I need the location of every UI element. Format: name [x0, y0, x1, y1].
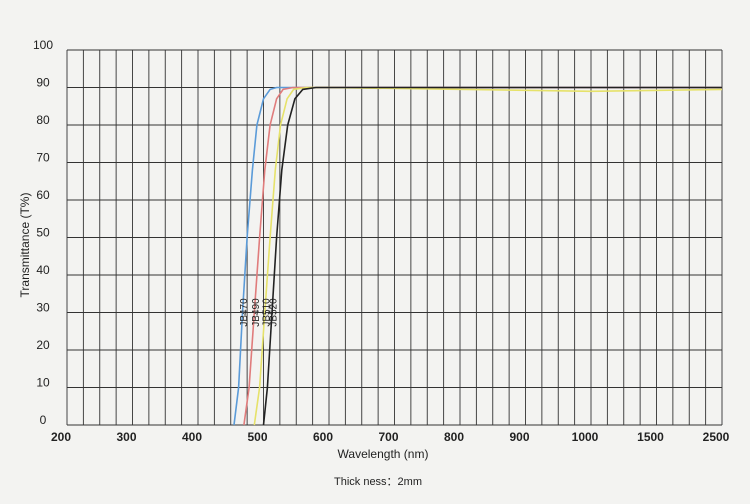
y-tick-label: 90: [36, 76, 50, 90]
y-tick-label: 70: [36, 151, 50, 165]
x-tick-label: 600: [313, 430, 333, 444]
series-label: JB490: [251, 298, 262, 327]
series-label: JB510: [261, 298, 272, 327]
x-tick-label: 400: [182, 430, 202, 444]
y-tick-label: 30: [36, 301, 50, 315]
y-axis-label: Transmittance (T%): [18, 193, 32, 298]
caption: Thick ness：2mm: [334, 476, 422, 488]
x-tick-label: 500: [247, 430, 267, 444]
x-tick-label: 2500: [703, 430, 730, 444]
y-tick-label: 100: [33, 38, 53, 52]
y-tick-label: 0: [40, 413, 47, 427]
x-tick-label: 1000: [572, 430, 599, 444]
series-label: JB470: [239, 298, 250, 327]
y-tick-label: 40: [36, 263, 50, 277]
x-tick-label: 300: [116, 430, 136, 444]
y-tick-label: 10: [36, 376, 50, 390]
series-label: JB520: [269, 298, 280, 327]
x-axis-label: Wavelength (nm): [338, 447, 429, 461]
x-tick-label: 900: [509, 430, 529, 444]
series-line: [262, 86, 722, 426]
y-tick-label: 80: [36, 113, 50, 127]
y-tick-label: 20: [36, 338, 50, 352]
x-tick-label: 800: [444, 430, 464, 444]
y-tick-label: 50: [36, 226, 50, 240]
x-tick-label: 200: [51, 430, 71, 444]
x-tick-label: 1500: [637, 430, 664, 444]
y-tick-label: 60: [36, 188, 50, 202]
x-tick-label: 700: [378, 430, 398, 444]
